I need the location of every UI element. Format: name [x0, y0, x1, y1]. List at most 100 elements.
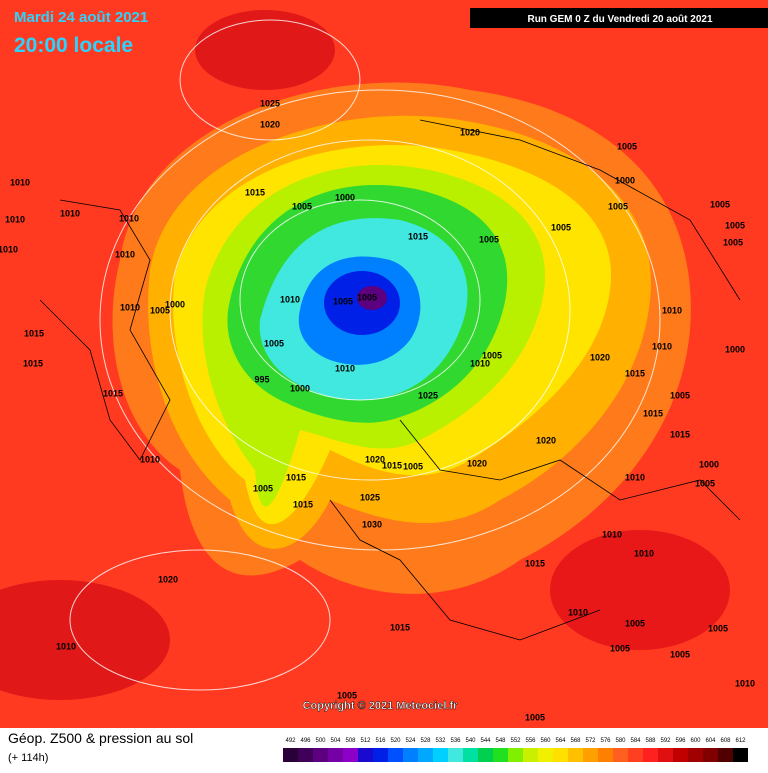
coastline [329, 499, 601, 641]
coastline [39, 199, 171, 461]
colorbar-swatch [508, 748, 523, 762]
colorbar-label: 564 [555, 738, 566, 744]
isobar-label: 1005 [608, 201, 628, 211]
isobar-label: 1015 [24, 328, 44, 338]
colorbar-swatch [643, 748, 658, 762]
colorbar-swatch [343, 748, 358, 762]
colorbar-label: 512 [360, 738, 371, 744]
colorbar-label: 524 [405, 738, 416, 744]
isobar-label: 1010 [280, 294, 300, 304]
isobar-label: 1015 [643, 408, 663, 418]
colorbar-label: 588 [645, 738, 656, 744]
isobar-label: 1030 [362, 519, 382, 529]
isobar-label: 1015 [382, 460, 402, 470]
colorbar-label: 600 [690, 738, 701, 744]
isobar-label: 1020 [158, 574, 178, 584]
isobar-label: 1000 [290, 383, 310, 393]
isobar-label: 1005 [333, 296, 353, 306]
isobar-label: 1020 [460, 127, 480, 137]
isobar-label: 1005 [525, 712, 545, 722]
isobar-label: 1005 [482, 350, 502, 360]
colorbar: 492 496 500 504 508 512 516 520 524 528 532 536 540 5… [283, 738, 748, 762]
colorbar-label: 584 [630, 738, 641, 744]
colorbar-swatch [493, 748, 508, 762]
isobar-label: 1010 [652, 341, 672, 351]
isobar-label: 1010 [115, 249, 135, 259]
isobar-line [69, 549, 331, 691]
isobar-label: 1015 [23, 358, 43, 368]
colorbar-label: 612 [735, 738, 746, 744]
isobar-label: 1010 [662, 305, 682, 315]
isobar-label: 1025 [418, 390, 438, 400]
colorbar-label: 608 [720, 738, 731, 744]
coastline [419, 119, 741, 301]
colorbar-swatch [403, 748, 418, 762]
isobar-label: 1020 [536, 435, 556, 445]
colorbar-label: 520 [390, 738, 401, 744]
isobar-label: 1010 [0, 244, 18, 254]
isobar-label: 1010 [625, 472, 645, 482]
run-box [470, 8, 768, 28]
isobar-label: 1000 [335, 192, 355, 202]
isobar-label: 1005 [723, 237, 743, 247]
forecast-time: 20:00 locale [14, 34, 133, 57]
colorbar-swatch [583, 748, 598, 762]
colorbar-label: 568 [570, 738, 581, 744]
isobar-label: 1010 [60, 208, 80, 218]
colorbar-label: 500 [315, 738, 326, 744]
copyright: Copyright © 2021 Meteociel.fr [303, 700, 459, 712]
colorbar-swatch [418, 748, 433, 762]
colorbar-swatch [568, 748, 583, 762]
isobar-label: 1005 [551, 222, 571, 232]
colorbar-swatch [628, 748, 643, 762]
isobar-label: 1000 [699, 459, 719, 469]
isobar-label: 1005 [725, 220, 745, 230]
isobar-label: 1015 [245, 187, 265, 197]
colorbar-swatch [613, 748, 628, 762]
colorbar-label: 504 [330, 738, 341, 744]
colorbar-swatch [283, 748, 298, 762]
isobar-label: 1010 [120, 302, 140, 312]
colorbar-label: 580 [615, 738, 626, 744]
isobar-label: 1015 [390, 622, 410, 632]
colorbar-swatch [373, 748, 388, 762]
forecast-date: Mardi 24 août 2021 [14, 9, 148, 26]
colorbar-swatch [718, 748, 733, 762]
isobar-label: 1005 [403, 461, 423, 471]
isobar-label: 1005 [610, 643, 630, 653]
isobar-label: 1005 [708, 623, 728, 633]
colorbar-label: 516 [375, 738, 386, 744]
isobar-label: 1010 [335, 363, 355, 373]
colorbar-swatch [523, 748, 538, 762]
isobar-label: 1020 [260, 119, 280, 129]
colorbar-swatch [463, 748, 478, 762]
isobar-label: 1010 [119, 213, 139, 223]
field-red [550, 530, 730, 650]
isobar-label: 1015 [525, 558, 545, 568]
isobar-label: 1000 [615, 175, 635, 185]
colorbar-label: 572 [585, 738, 596, 744]
isobar-label: 1005 [253, 483, 273, 493]
lead-time: (+ 114h) [8, 752, 48, 764]
field-red [0, 580, 170, 700]
colorbar-swatch [538, 748, 553, 762]
colorbar-label: 540 [465, 738, 476, 744]
isobar-label: 1010 [634, 548, 654, 558]
colorbar-label: 544 [480, 738, 491, 744]
isobar-label: 1005 [337, 690, 357, 700]
colorbar-swatch [553, 748, 568, 762]
colorbar-swatch [298, 748, 313, 762]
isobar-label: 1020 [467, 458, 487, 468]
isobar-label: 1005 [710, 199, 730, 209]
colorbar-label: 528 [420, 738, 431, 744]
isobar-label: 1005 [625, 618, 645, 628]
colorbar-swatch [313, 748, 328, 762]
colorbar-label: 536 [450, 738, 461, 744]
isobar-label: 1005 [670, 649, 690, 659]
colorbar-label: 492 [285, 738, 296, 744]
colorbar-label: 576 [600, 738, 611, 744]
colorbar-swatch [388, 748, 403, 762]
colorbar-label: 604 [705, 738, 716, 744]
isobar-label: 1025 [360, 492, 380, 502]
